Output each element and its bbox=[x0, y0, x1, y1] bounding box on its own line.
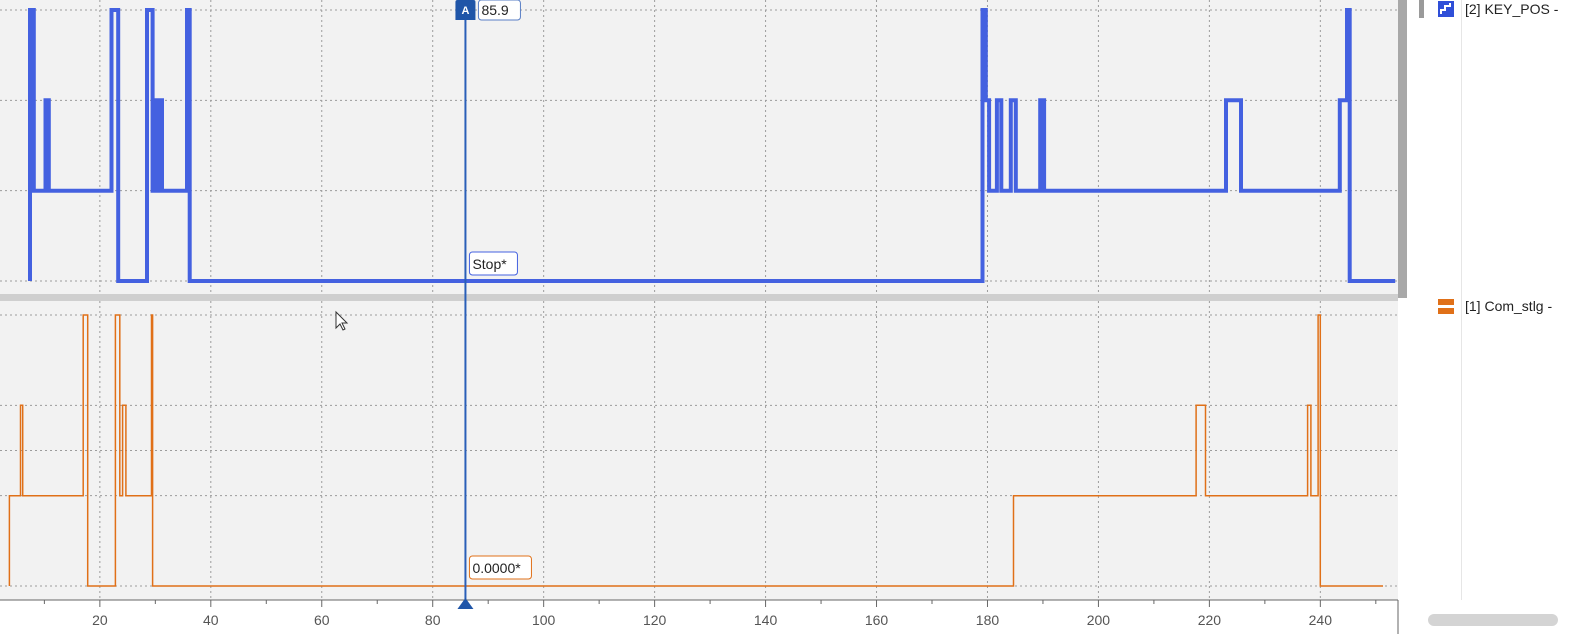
plot-area-upper-background bbox=[0, 0, 1398, 294]
legend-label-com-stlg: [1] Com_stlg - bbox=[1465, 298, 1553, 314]
cursor-handle[interactable] bbox=[455, 0, 476, 20]
x-tick-label: 180 bbox=[976, 612, 1000, 628]
legend-label-key-pos: [2] KEY_POS - bbox=[1465, 1, 1559, 17]
bar-signal-icon bbox=[1437, 297, 1455, 315]
mouse-pointer-icon bbox=[335, 310, 349, 331]
cursor-x-value: 85.9 bbox=[481, 2, 508, 18]
legend-column-divider bbox=[1461, 0, 1462, 600]
legend-item-com-stlg[interactable]: [1] Com_stlg - bbox=[1437, 297, 1552, 315]
x-tick-label: 20 bbox=[92, 612, 108, 628]
cursor-bottom-marker[interactable] bbox=[457, 598, 474, 609]
horizontal-scrollbar-thumb[interactable] bbox=[1428, 614, 1558, 626]
pane-splitter[interactable] bbox=[0, 294, 1398, 301]
staircase-signal-icon bbox=[1437, 0, 1455, 18]
x-tick-label: 160 bbox=[865, 612, 889, 628]
x-tick-label: 220 bbox=[1198, 612, 1222, 628]
x-tick-label: 60 bbox=[314, 612, 330, 628]
cursor-value-lower: 0.0000* bbox=[472, 560, 521, 576]
vertical-scrollbar-thumb[interactable] bbox=[1419, 0, 1424, 18]
cursor-value-box-lower bbox=[468, 555, 532, 580]
cursor-x-value-box bbox=[477, 0, 521, 21]
x-tick-label: 100 bbox=[532, 612, 556, 628]
cursor-value-upper: Stop* bbox=[472, 256, 507, 272]
legend-item-key-pos[interactable]: [2] KEY_POS - bbox=[1437, 0, 1558, 18]
x-axis: 20 40 60 80 100 120 140 160 180 200 220 240 bbox=[0, 599, 1410, 634]
cursor-layer[interactable]: A 85.9 Stop* 0.0000* bbox=[455, 0, 532, 609]
cursor-letter: A bbox=[461, 5, 469, 17]
right-edge-bar bbox=[1398, 0, 1407, 298]
x-tick-label: 200 bbox=[1087, 612, 1111, 628]
cursor-value-box-upper bbox=[468, 251, 518, 276]
x-tick-label: 40 bbox=[203, 612, 219, 628]
series-layer bbox=[8, 8, 1396, 587]
x-tick-label: 140 bbox=[754, 612, 778, 628]
x-axis-background bbox=[0, 600, 1410, 634]
x-tick-label: 240 bbox=[1309, 612, 1333, 628]
series-line-1 bbox=[8, 314, 1383, 587]
plot-area-lower-background bbox=[0, 301, 1398, 600]
series-line-0 bbox=[28, 8, 1396, 283]
x-tick-label: 80 bbox=[425, 612, 441, 628]
x-tick-label: 120 bbox=[643, 612, 667, 628]
